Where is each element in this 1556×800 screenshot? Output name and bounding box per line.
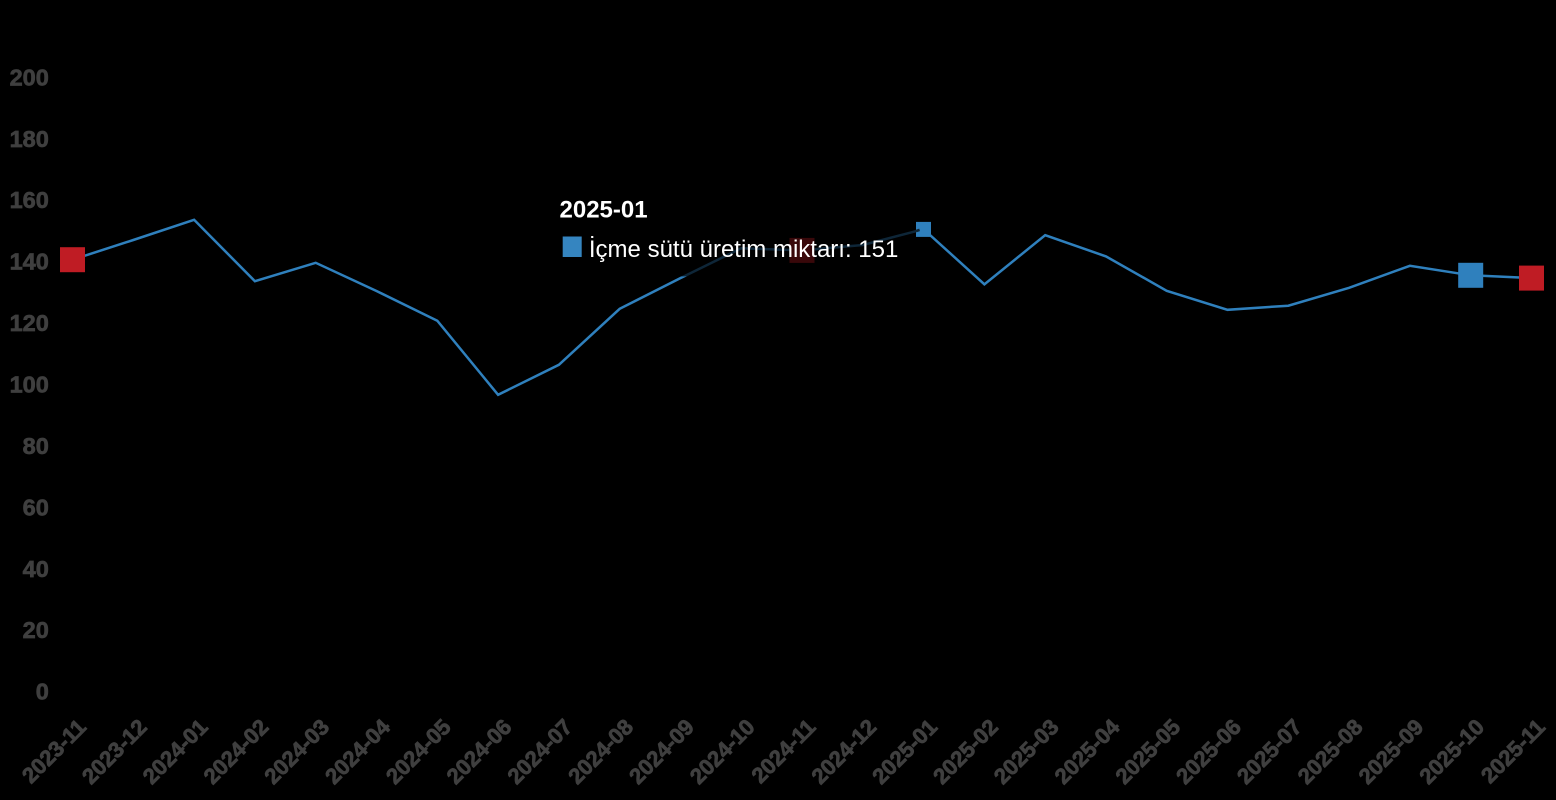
svg-text:20: 20 (23, 617, 49, 643)
svg-text:40: 40 (23, 556, 49, 582)
svg-text:2025-01: 2025-01 (560, 197, 648, 224)
svg-text:120: 120 (10, 310, 49, 336)
svg-text:80: 80 (23, 433, 49, 459)
svg-text:100: 100 (10, 372, 49, 398)
svg-text:0: 0 (36, 679, 49, 705)
svg-text:140: 140 (10, 249, 49, 275)
svg-text:160: 160 (10, 187, 49, 213)
svg-text:180: 180 (10, 126, 49, 152)
svg-text:İçme sütü üretim miktarı: 151: İçme sütü üretim miktarı: 151 (589, 236, 898, 263)
svg-text:200: 200 (10, 64, 49, 90)
svg-text:60: 60 (23, 494, 49, 520)
